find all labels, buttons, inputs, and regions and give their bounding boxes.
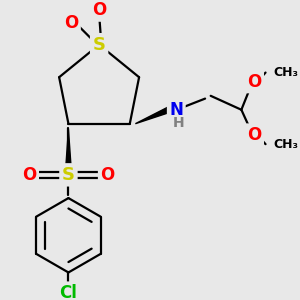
Text: O: O [22, 166, 37, 184]
Text: O: O [247, 73, 262, 91]
Text: O: O [92, 1, 106, 19]
Text: CH₃: CH₃ [273, 138, 298, 151]
Text: N: N [169, 101, 183, 119]
Text: O: O [247, 126, 262, 144]
Text: O: O [64, 14, 78, 32]
Text: O: O [100, 166, 115, 184]
Text: S: S [62, 166, 75, 184]
Text: Cl: Cl [59, 284, 77, 300]
Text: H: H [172, 116, 184, 130]
Polygon shape [135, 107, 170, 124]
Text: CH₃: CH₃ [273, 66, 298, 79]
Polygon shape [66, 129, 71, 169]
Text: S: S [93, 36, 106, 54]
